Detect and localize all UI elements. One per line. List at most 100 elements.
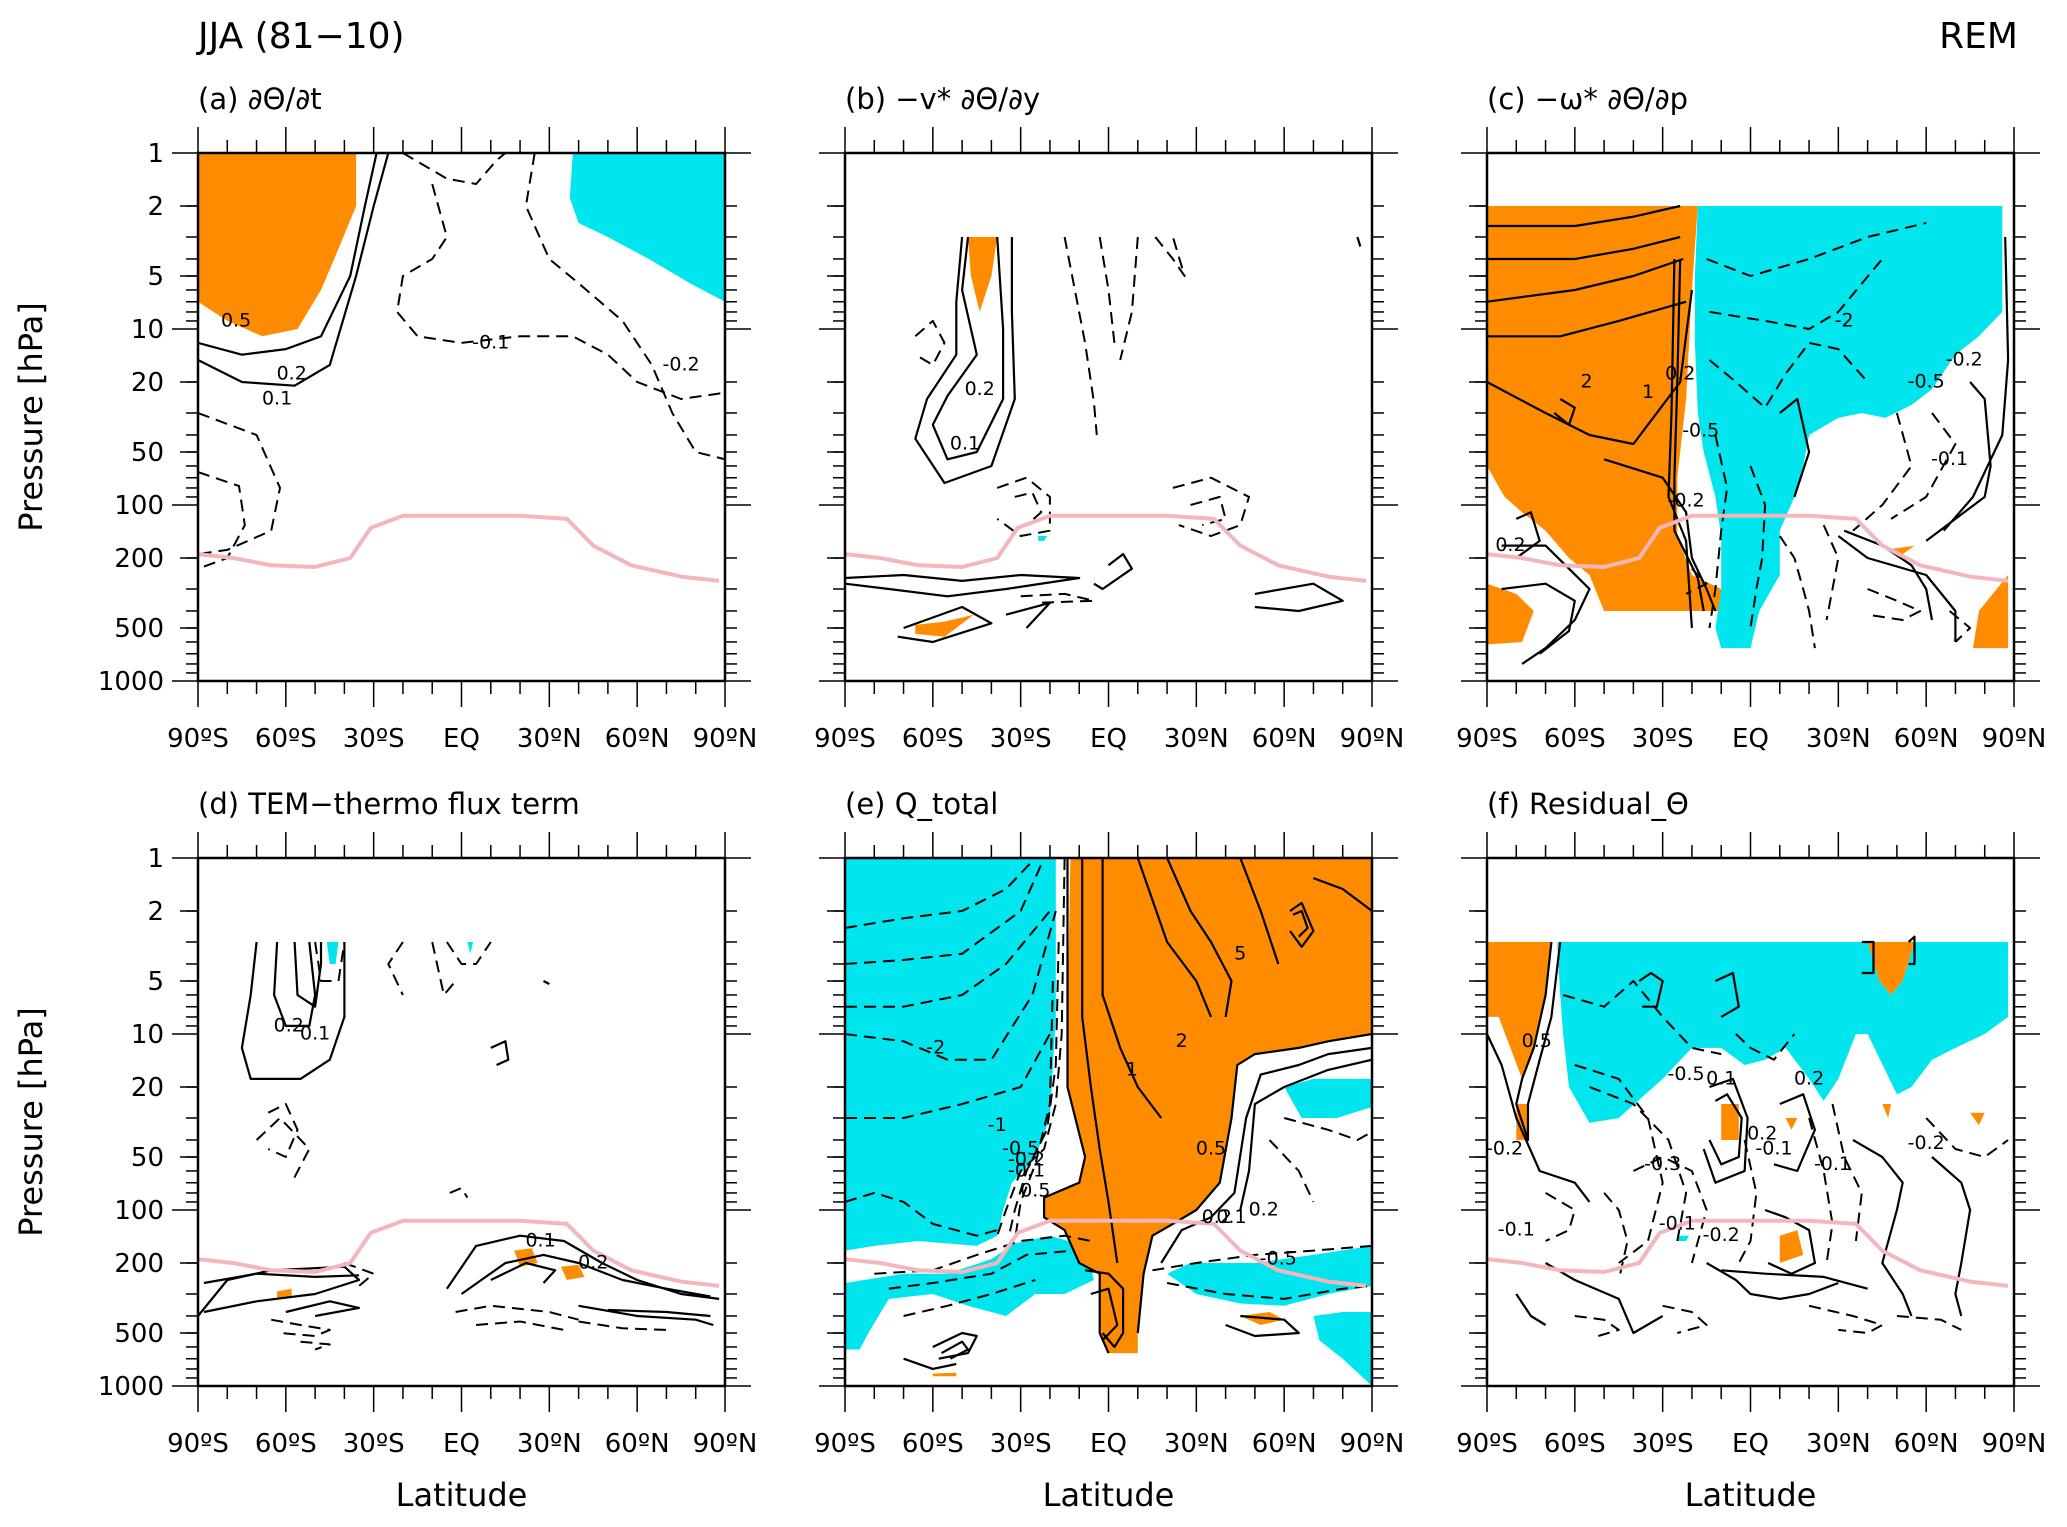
plot-area: 0.2 0.1 bbox=[845, 236, 1367, 644]
axis-ticks bbox=[1461, 127, 2040, 707]
negative-contour-line bbox=[1190, 495, 1227, 527]
negative-contour-line bbox=[845, 910, 1057, 1061]
contour-label: 0.5 bbox=[1020, 1180, 1050, 1202]
y-tick-label: 50 bbox=[131, 438, 164, 468]
panel-title: (e) Q_total bbox=[845, 787, 998, 821]
positive-contour-line bbox=[897, 605, 993, 644]
positive-contour-line bbox=[941, 1340, 970, 1360]
axis-ticks bbox=[172, 832, 751, 1412]
contour-label: -0.5 bbox=[1908, 370, 1945, 392]
positive-contour-line bbox=[1553, 398, 1576, 426]
x-tick-label: 60ºN bbox=[1894, 1429, 1959, 1459]
negative-contour-line bbox=[903, 1279, 1036, 1317]
positive-contour-line bbox=[1779, 397, 1811, 498]
negative-contour-line bbox=[845, 1033, 1051, 1119]
negative-contour-line bbox=[1948, 610, 1972, 643]
negative-contour-line bbox=[1574, 1064, 1664, 1264]
negative-contour-line bbox=[1890, 412, 1957, 520]
axis-ticks bbox=[172, 127, 751, 707]
negative-contour-line bbox=[314, 941, 346, 982]
negative-contour-line bbox=[996, 858, 1066, 1237]
x-tick-label: 60ºS bbox=[1544, 1429, 1606, 1459]
negative-contour-line bbox=[1020, 592, 1095, 604]
x-tick-label: 60ºN bbox=[1252, 724, 1317, 754]
plot-area: 0.5 0.2 0.1 -0.1 -0.2 bbox=[198, 153, 725, 583]
contour-label: -0.2 bbox=[1008, 1149, 1045, 1171]
positive-contour-line bbox=[1042, 858, 1110, 1354]
contour-label: 0.1 bbox=[262, 388, 292, 410]
negative-contour-line bbox=[300, 1340, 331, 1351]
negative-contour-line bbox=[1896, 1315, 1962, 1331]
contour-label: -0.1 bbox=[1931, 448, 1968, 470]
contour-label: 0.2 bbox=[1747, 1123, 1777, 1145]
negative-shade-region bbox=[326, 942, 339, 964]
x-tick-label: 90ºN bbox=[1982, 1429, 2047, 1459]
negative-contour-line bbox=[1852, 412, 1913, 532]
negative-contour-line bbox=[1154, 236, 1186, 277]
contour-label: -0.5 bbox=[1002, 1137, 1039, 1159]
x-tick-label: 30ºS bbox=[990, 724, 1052, 754]
positive-contour-line bbox=[285, 1300, 361, 1318]
positive-contour-line bbox=[1136, 1032, 1372, 1334]
positive-contour-line bbox=[1673, 258, 1705, 612]
negative-contour-line bbox=[455, 1304, 579, 1321]
x-tick-label: 30ºS bbox=[343, 1429, 405, 1459]
negative-shade-region bbox=[845, 1235, 1094, 1350]
positive-contour-line bbox=[1239, 858, 1280, 965]
x-tick-label: EQ bbox=[443, 724, 480, 754]
positive-contour-line bbox=[293, 941, 323, 1008]
positive-contour-line bbox=[1084, 1269, 1125, 1349]
positive-contour-line bbox=[1487, 300, 1687, 338]
y-tick-label: 5 bbox=[147, 262, 164, 292]
positive-shade-region bbox=[1882, 1104, 1891, 1118]
negative-contour-line bbox=[396, 183, 725, 400]
negative-contour-line bbox=[578, 1320, 667, 1331]
x-tick-label: 60ºS bbox=[255, 724, 317, 754]
positive-contour-line bbox=[1931, 1156, 1972, 1317]
y-tick-label: 1000 bbox=[98, 1372, 164, 1402]
negative-contour-line bbox=[431, 941, 457, 996]
negative-contour-line bbox=[1098, 236, 1116, 344]
contour-label: -0.5 bbox=[1682, 420, 1719, 442]
positive-contour-line bbox=[931, 236, 1005, 461]
positive-contour-line bbox=[1487, 204, 1681, 228]
negative-contour-line bbox=[344, 1262, 375, 1287]
positive-contour-line bbox=[1843, 529, 1934, 621]
positive-contour-line bbox=[1667, 258, 1693, 629]
positive-contour-line bbox=[1136, 858, 1213, 1018]
y-tick-label: 10 bbox=[131, 315, 164, 345]
positive-contour-line bbox=[903, 1357, 957, 1371]
contour-label: 0.2 bbox=[578, 1251, 608, 1273]
contour-label: 0.2 bbox=[274, 1014, 304, 1036]
positive-contour-line bbox=[607, 1308, 711, 1318]
plot-area: 2 10.2-0.5-0.2-2-0.5-0.2-0.10.2 bbox=[1487, 204, 2010, 665]
contour-label: 0.2 bbox=[965, 378, 995, 400]
x-tick-label: 90ºN bbox=[693, 1429, 758, 1459]
positive-contour-line bbox=[198, 153, 390, 387]
negative-contour-line bbox=[1166, 1282, 1372, 1300]
contour-label: 2 bbox=[1176, 1030, 1188, 1052]
negative-contour-line bbox=[845, 1191, 998, 1237]
negative-contour-line bbox=[1013, 980, 1054, 1242]
negative-contour-line bbox=[845, 858, 1037, 929]
header-right-label: REM bbox=[1939, 16, 2018, 57]
positive-contour-line bbox=[1166, 858, 1233, 1018]
x-tick-label: 90ºS bbox=[1456, 724, 1518, 754]
positive-shade-region bbox=[1885, 545, 1915, 555]
negative-contour-line bbox=[1749, 465, 1767, 629]
negative-contour-line bbox=[1778, 535, 1816, 649]
positive-contour-line bbox=[1254, 582, 1344, 613]
panel-title: (d) TEM−thermo flux term bbox=[198, 787, 580, 821]
positive-shade-region bbox=[1487, 942, 1552, 1079]
contour-label: -0.1 bbox=[1755, 1137, 1792, 1159]
x-tick-label: 60ºS bbox=[1544, 724, 1606, 754]
contour-label: -0.1 bbox=[1659, 1212, 1696, 1234]
contour-label: 0.5 bbox=[1196, 1137, 1226, 1159]
negative-contour-line bbox=[1708, 341, 1869, 409]
positive-shade-region bbox=[1487, 583, 1534, 645]
x-tick-label: 30ºS bbox=[990, 1429, 1052, 1459]
contour-label: -0.2 bbox=[663, 353, 700, 375]
x-tick-label: 60ºS bbox=[255, 1429, 317, 1459]
negative-contour-line bbox=[524, 153, 725, 461]
positive-contour-line bbox=[240, 941, 346, 1081]
